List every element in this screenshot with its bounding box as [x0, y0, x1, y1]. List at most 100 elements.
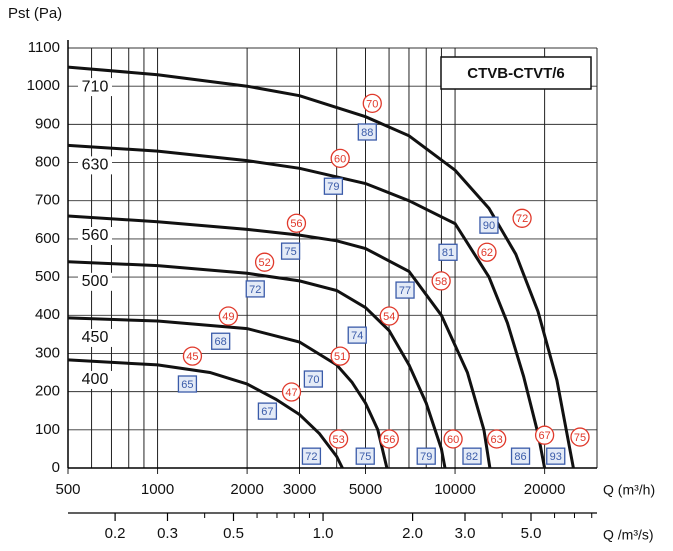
marker-label: 82 — [466, 451, 478, 463]
x-tick-label: 2000 — [230, 481, 263, 498]
marker — [512, 208, 532, 228]
marker — [245, 280, 265, 298]
marker — [280, 242, 301, 260]
x2-tick-label: 0.2 — [105, 525, 126, 542]
marker-label: 45 — [186, 351, 198, 363]
marker-label: 60 — [334, 153, 346, 165]
marker — [462, 447, 482, 465]
y-tick-label: 700 — [35, 192, 60, 209]
y-tick-label: 300 — [35, 344, 60, 361]
marker — [177, 375, 198, 393]
curve-label: 400 — [82, 371, 109, 388]
y-tick-label: 500 — [35, 268, 60, 285]
marker — [379, 429, 399, 449]
x-axis-label: Q (m³/h) — [603, 482, 655, 498]
marker-label: 70 — [307, 374, 319, 386]
label-bg — [78, 272, 112, 291]
fan-curve — [67, 358, 344, 469]
y-tick-label: 900 — [35, 115, 60, 132]
marker-label: 67 — [538, 430, 550, 442]
marker — [182, 346, 203, 366]
marker — [479, 216, 499, 234]
y-tick-label: 200 — [35, 383, 60, 400]
marker-label: 51 — [334, 351, 346, 363]
marker — [477, 242, 497, 262]
x-tick-label: 5000 — [349, 481, 382, 498]
marker-label: 60 — [447, 434, 459, 446]
y-axis-label: Pst (Pa) — [8, 5, 62, 22]
curve-label: 450 — [82, 329, 109, 346]
y-tick-label: 1000 — [27, 77, 60, 94]
marker — [328, 429, 349, 449]
marker-label: 54 — [383, 311, 395, 323]
x2-tick-label: 2.0 — [402, 525, 423, 542]
marker-label: 49 — [222, 311, 234, 323]
x2-axis-label: Q /m³/s) — [603, 527, 654, 543]
marker-label: 56 — [383, 434, 395, 446]
marker-label: 63 — [491, 434, 503, 446]
label-bg — [78, 227, 112, 245]
marker-label: 56 — [290, 218, 302, 230]
curve-label: 630 — [82, 157, 109, 174]
label-bg — [78, 328, 112, 347]
marker — [534, 425, 555, 445]
marker — [286, 213, 307, 233]
marker — [330, 148, 350, 168]
marker-label: 90 — [483, 220, 495, 232]
marker — [281, 382, 302, 402]
curve-label: 710 — [82, 78, 109, 95]
title-box — [440, 56, 592, 90]
fan-curve — [67, 143, 547, 469]
x2-tick-label: 3.0 — [455, 525, 476, 542]
marker-label: 67 — [261, 406, 273, 418]
marker — [347, 326, 367, 344]
chart-title: CTVB-CTVT/6 — [467, 65, 565, 82]
marker — [301, 447, 322, 465]
marker-label: 72 — [516, 213, 528, 225]
marker-label: 68 — [215, 336, 227, 348]
marker-label: 72 — [249, 284, 261, 296]
marker-label: 70 — [366, 98, 378, 110]
y-tick-label: 800 — [35, 154, 60, 171]
x-tick-label: 10000 — [434, 481, 476, 498]
marker-label: 53 — [332, 434, 344, 446]
marker-label: 65 — [181, 379, 193, 391]
marker — [357, 123, 377, 141]
x-tick-label: 1000 — [141, 481, 174, 498]
marker-label: 81 — [442, 247, 454, 259]
label-bg — [78, 78, 112, 97]
x-tick-label: 3000 — [283, 481, 316, 498]
marker-label: 79 — [327, 181, 339, 193]
marker-label: 62 — [481, 247, 493, 259]
fan-curve — [67, 65, 575, 469]
marker — [254, 252, 275, 272]
marker — [487, 429, 507, 449]
x2-tick-label: 0.5 — [223, 525, 244, 542]
x2-tick-label: 0.3 — [157, 525, 178, 542]
marker — [218, 306, 239, 326]
marker-label: 75 — [284, 246, 296, 258]
marker — [438, 243, 458, 261]
x2-tick-label: 5.0 — [521, 525, 542, 542]
curve-label: 500 — [82, 273, 109, 290]
marker — [570, 427, 590, 447]
marker — [395, 281, 415, 299]
marker-label: 79 — [420, 451, 432, 463]
marker-label: 47 — [285, 387, 297, 399]
marker — [379, 306, 399, 326]
x2-tick-label: 1.0 — [313, 525, 334, 542]
marker-label: 74 — [351, 330, 363, 342]
label-bg — [78, 370, 112, 389]
curve-label: 560 — [82, 227, 109, 244]
marker — [546, 447, 566, 465]
marker — [303, 370, 324, 388]
marker — [211, 332, 231, 350]
marker-label: 86 — [514, 451, 526, 463]
x-tick-label: 500 — [55, 481, 80, 498]
marker — [257, 402, 278, 420]
y-tick-label: 100 — [35, 421, 60, 438]
marker — [510, 447, 531, 465]
marker — [355, 447, 375, 465]
marker-label: 93 — [550, 451, 562, 463]
